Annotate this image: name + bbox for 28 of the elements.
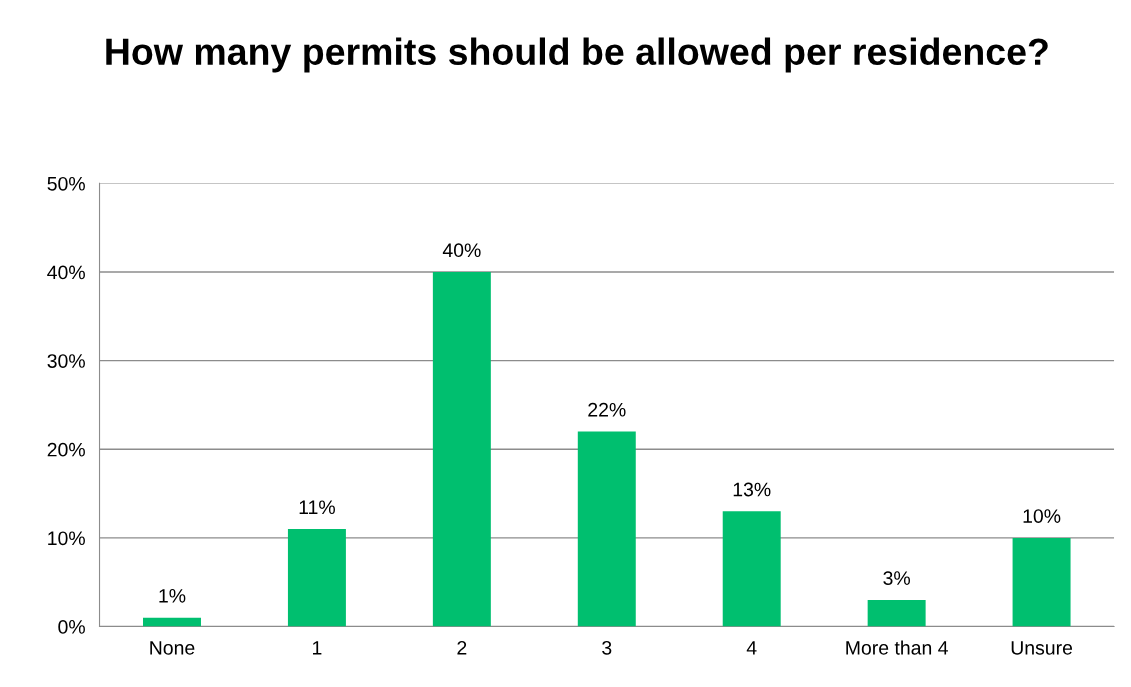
- bar: [722, 511, 781, 627]
- data-label: 11%: [299, 500, 335, 515]
- x-tick-label: 3: [602, 640, 612, 655]
- data-label: 13%: [733, 482, 771, 497]
- data-label: 10%: [1023, 509, 1061, 523]
- y-tick-label: 20%: [47, 442, 85, 457]
- x-tick-label: None: [150, 641, 195, 655]
- bar: [1012, 537, 1071, 627]
- bar: [577, 431, 636, 627]
- data-label: 1%: [159, 589, 186, 603]
- y-tick-label: 40%: [47, 265, 85, 280]
- x-tick-label: 2: [457, 640, 467, 655]
- y-tick-label: 10%: [48, 531, 85, 546]
- bar: [432, 272, 491, 627]
- chart-title: How many permits should be allowed per residence?: [106, 37, 1048, 73]
- x-tick-label: 1: [313, 641, 322, 655]
- data-label: 40%: [442, 243, 481, 258]
- x-tick-label: Unsure: [1011, 641, 1073, 655]
- bar: [143, 617, 201, 627]
- x-tick-label: 4: [746, 641, 757, 655]
- data-label: 22%: [588, 402, 626, 417]
- y-tick-label: 30%: [47, 354, 85, 368]
- y-tick-label: 50%: [47, 176, 85, 191]
- bar: [287, 529, 346, 627]
- x-tick-label: More than 4: [846, 640, 948, 655]
- bar: [867, 599, 926, 627]
- y-tick-label: 0%: [58, 620, 85, 634]
- data-label: 3%: [883, 571, 910, 585]
